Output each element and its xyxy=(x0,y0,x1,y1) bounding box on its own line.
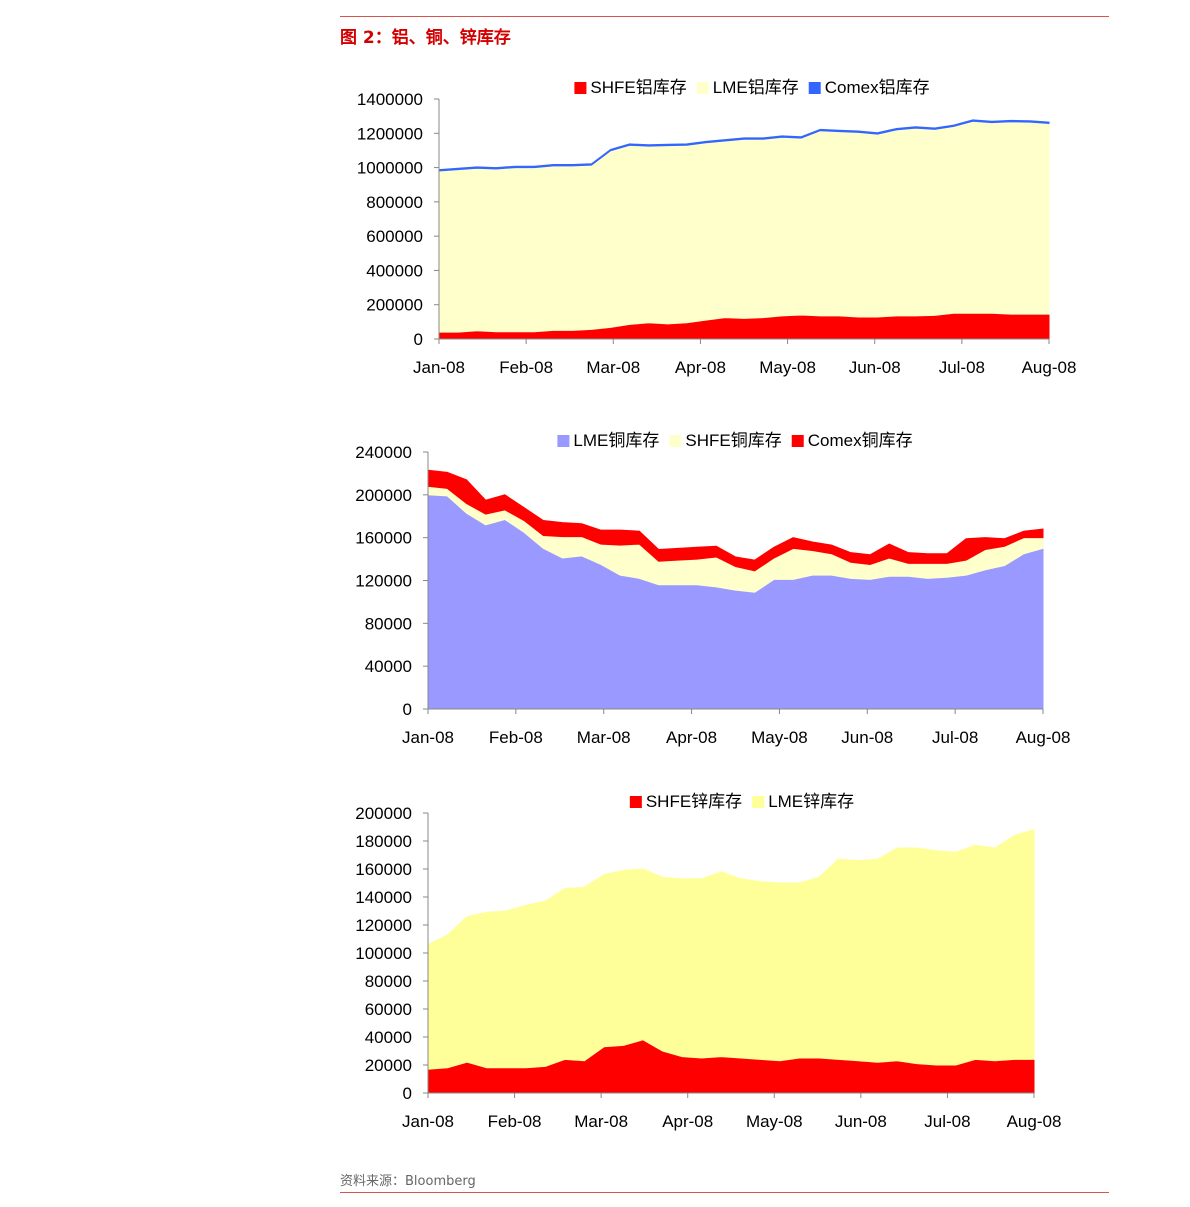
x-tick-label: Jun-08 xyxy=(841,728,893,747)
y-tick-label: 120000 xyxy=(355,916,412,935)
y-tick-label: 160000 xyxy=(355,860,412,879)
y-tick-label: 160000 xyxy=(355,529,412,548)
x-tick-label: Feb-08 xyxy=(489,728,543,747)
legend-swatch xyxy=(629,796,642,808)
y-tick-label: 1200000 xyxy=(357,124,423,143)
legend-swatch xyxy=(574,82,587,94)
x-tick-label: Mar-08 xyxy=(586,358,640,377)
y-tick-label: 1400000 xyxy=(357,90,423,109)
y-tick-label: 80000 xyxy=(365,614,412,633)
legend-swatch xyxy=(752,796,765,808)
y-tick-label: 600000 xyxy=(366,227,423,246)
x-tick-label: Apr-08 xyxy=(666,728,717,747)
x-tick-label: Jul-08 xyxy=(924,1112,970,1131)
y-tick-label: 100000 xyxy=(355,944,412,963)
x-tick-label: Aug-08 xyxy=(1016,728,1071,747)
legend-label: LME铝库存 xyxy=(713,78,799,97)
y-tick-label: 400000 xyxy=(366,261,423,280)
x-tick-label: Jun-08 xyxy=(849,358,901,377)
y-tick-label: 200000 xyxy=(366,296,423,315)
y-tick-label: 800000 xyxy=(366,193,423,212)
series-area-3 xyxy=(438,119,1050,172)
legend: SHFE锌库存 LME锌库存 xyxy=(629,792,854,811)
x-tick-label: Jan-08 xyxy=(402,728,454,747)
copper-inventory-chart: 240000 200000 160000 120000 80000 40000 0 Jan-0… xyxy=(355,431,1071,747)
legend-swatch xyxy=(791,435,804,447)
x-tick-label: Mar-08 xyxy=(577,728,631,747)
x-tick-label: Jan-08 xyxy=(402,1112,454,1131)
x-tick-label: Aug-08 xyxy=(1007,1112,1062,1131)
series-area-3 xyxy=(427,469,1044,572)
x-tick-label: Feb-08 xyxy=(488,1112,542,1131)
x-tick-label: Feb-08 xyxy=(499,358,553,377)
x-tick-label: May-08 xyxy=(751,728,808,747)
aluminium-inventory-chart: 1400000 1200000 1000000 800000 600000 400000 2… xyxy=(357,78,1077,377)
x-tick-label: Jul-08 xyxy=(939,358,985,377)
legend-label: LME铜库存 xyxy=(573,431,659,450)
legend-label: SHFE铝库存 xyxy=(590,78,686,97)
y-tick-label: 40000 xyxy=(365,657,412,676)
y-tick-label: 0 xyxy=(414,330,423,349)
y-tick-label: 200000 xyxy=(355,486,412,505)
legend-label: Comex铝库存 xyxy=(825,78,930,97)
legend-swatch xyxy=(669,435,682,447)
x-tick-label: May-08 xyxy=(759,358,816,377)
legend: LME铜库存 SHFE铜库存 Comex铜库存 xyxy=(557,431,913,450)
x-tick-label: Jan-08 xyxy=(413,358,465,377)
y-tick-label: 120000 xyxy=(355,572,412,591)
y-tick-label: 0 xyxy=(403,700,412,719)
y-tick-label: 200000 xyxy=(355,804,412,823)
x-tick-label: Jun-08 xyxy=(835,1112,887,1131)
legend: SHFE铝库存 LME铝库存 Comex铝库存 xyxy=(574,78,930,97)
x-tick-label: Apr-08 xyxy=(675,358,726,377)
y-tick-label: 240000 xyxy=(355,443,412,462)
y-tick-label: 0 xyxy=(403,1084,412,1103)
source-note: 资料来源：Bloomberg xyxy=(340,1174,476,1189)
y-tick-label: 1000000 xyxy=(357,159,423,178)
x-tick-label: Apr-08 xyxy=(662,1112,713,1131)
legend-label: SHFE铜库存 xyxy=(685,431,781,450)
y-tick-label: 40000 xyxy=(365,1028,412,1047)
y-tick-label: 80000 xyxy=(365,972,412,991)
zinc-inventory-chart: 2000001800001600001400001200001000008000… xyxy=(355,792,1062,1131)
x-tick-label: Aug-08 xyxy=(1022,358,1077,377)
legend-label: SHFE锌库存 xyxy=(646,792,742,811)
y-tick-label: 20000 xyxy=(365,1056,412,1075)
legend-swatch xyxy=(696,82,709,94)
y-tick-label: 180000 xyxy=(355,832,412,851)
legend-swatch xyxy=(808,82,821,94)
legend-label: LME锌库存 xyxy=(768,792,854,811)
x-tick-label: Jul-08 xyxy=(932,728,978,747)
x-tick-label: Mar-08 xyxy=(574,1112,628,1131)
legend-label: Comex铜库存 xyxy=(808,431,913,450)
legend-swatch xyxy=(557,435,570,447)
y-tick-label: 140000 xyxy=(355,888,412,907)
figure-title: 图 2：铝、铜、锌库存 xyxy=(340,28,511,48)
x-tick-label: May-08 xyxy=(746,1112,803,1131)
series-area-2 xyxy=(427,829,1035,1070)
y-tick-label: 60000 xyxy=(365,1000,412,1019)
